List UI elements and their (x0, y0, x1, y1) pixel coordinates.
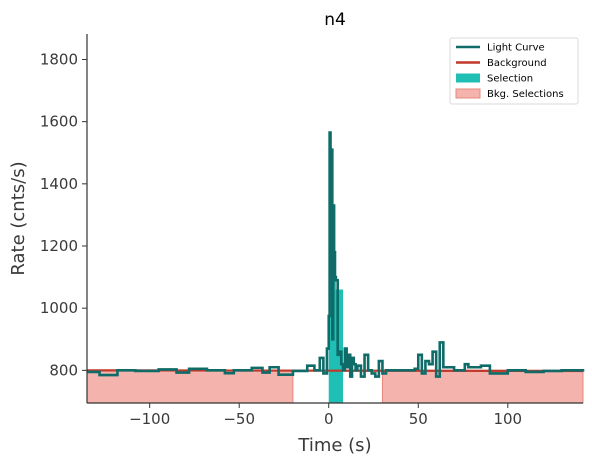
legend-label: Selection (487, 74, 533, 85)
legend-label: Bkg. Selections (487, 89, 564, 100)
y-tick-label: 1400 (40, 175, 78, 193)
legend-label: Background (487, 58, 547, 69)
x-tick-label: −100 (129, 410, 170, 428)
y-tick-label: 1800 (40, 50, 78, 68)
y-tick-label: 1600 (40, 113, 78, 131)
legend: Light Curve Background Selection Bkg. Selec… (449, 37, 579, 105)
chart-title: n4 (324, 10, 346, 30)
light-curve-line (87, 131, 585, 378)
y-axis-title: Rate (cnts/s) (8, 161, 29, 275)
bkg-selection-region (86, 369, 294, 404)
bkg-selections-layer (86, 369, 584, 404)
legend-box (449, 37, 579, 105)
y-tick-label: 800 (49, 361, 78, 379)
legend-swatch (456, 73, 480, 83)
y-tick-label: 1200 (40, 237, 78, 255)
x-tick-label: 50 (409, 410, 428, 428)
x-tick-label: 100 (493, 410, 522, 428)
legend-label: Light Curve (487, 43, 545, 54)
x-axis-title: Time (s) (297, 435, 371, 456)
light-curve-layer (87, 131, 585, 378)
legend-swatch (455, 88, 481, 99)
y-tick-label: 1000 (40, 299, 78, 317)
x-tick-label: 0 (324, 410, 334, 428)
axes: −100 −50 0 50 100 800 1000 1200 1400 1600 1800 (40, 34, 583, 428)
bkg-selection-region (381, 369, 584, 404)
x-tick-label: −50 (223, 410, 255, 428)
